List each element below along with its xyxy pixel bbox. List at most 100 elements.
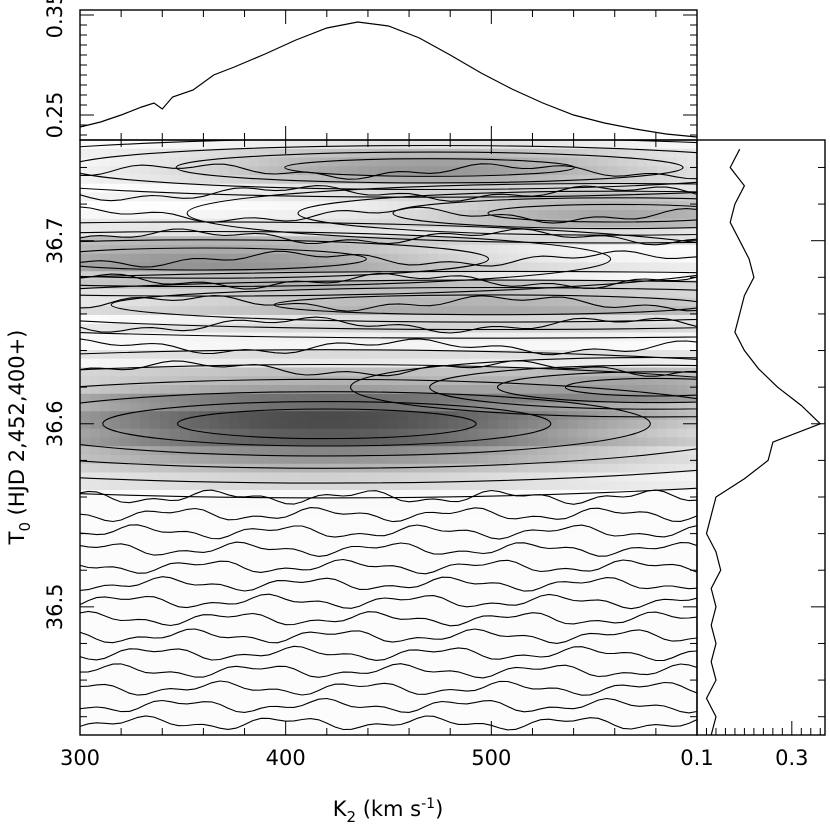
heatmap-cell — [557, 726, 569, 735]
heatmap-cell — [418, 148, 429, 159]
heatmap-cell — [80, 437, 91, 447]
heatmap-cell — [438, 490, 449, 500]
heatmap-cell — [647, 385, 658, 395]
heatmap-cell — [298, 166, 310, 176]
heatmap-cell — [199, 411, 210, 421]
heatmap-cell — [338, 726, 350, 735]
heatmap-cell — [159, 673, 171, 684]
heatmap-cell — [667, 350, 678, 360]
heatmap-cell — [468, 218, 479, 229]
heatmap-cell — [139, 323, 151, 334]
heatmap-cell — [139, 516, 151, 526]
heatmap-cell — [89, 472, 101, 482]
heatmap-cell — [80, 420, 91, 430]
heatmap-cell — [80, 577, 91, 587]
heatmap-cell — [259, 367, 270, 377]
heatmap-cell — [109, 183, 121, 194]
heatmap-cell — [418, 411, 429, 421]
heatmap-cell — [368, 717, 380, 727]
heatmap-cell — [468, 717, 479, 727]
heatmap-cell — [627, 140, 638, 150]
heatmap-cell — [497, 516, 509, 526]
heatmap-cell — [488, 428, 499, 439]
heatmap-cell — [448, 700, 459, 710]
heatmap-cell — [607, 227, 618, 237]
heatmap-cell — [507, 323, 519, 334]
heatmap-cell — [129, 175, 141, 185]
heatmap-cell — [159, 708, 171, 719]
heatmap-cell — [139, 638, 151, 649]
heatmap-cell — [497, 288, 509, 299]
heatmap-cell — [348, 175, 360, 185]
heatmap-cell — [298, 568, 310, 579]
heatmap-cell — [627, 210, 638, 220]
heatmap-cell — [189, 245, 201, 255]
heatmap-cell — [119, 323, 131, 334]
heatmap-cell — [139, 358, 151, 369]
heatmap-cell — [269, 551, 280, 561]
heatmap-cell — [259, 446, 270, 456]
heatmap-cell — [428, 140, 439, 150]
heatmap-cell — [537, 315, 549, 325]
heatmap-cell — [119, 682, 131, 692]
heatmap-cell — [378, 411, 390, 421]
heatmap-cell — [119, 568, 131, 579]
heatmap-cell — [687, 210, 697, 220]
heatmap-cell — [597, 568, 609, 579]
heatmap-cell — [99, 717, 111, 727]
heatmap-cell — [159, 367, 171, 377]
heatmap-cell — [677, 262, 688, 272]
heatmap-cell — [418, 665, 429, 675]
heatmap-cell — [109, 612, 121, 622]
heatmap-cell — [129, 253, 141, 264]
heatmap-cell — [657, 525, 668, 535]
heatmap-cell — [179, 621, 191, 631]
heatmap-cell — [617, 148, 628, 159]
heatmap-cell — [368, 253, 380, 264]
heatmap-cell — [119, 402, 131, 412]
heatmap-cell — [388, 595, 400, 605]
heatmap-cell — [677, 560, 688, 570]
heatmap-cell — [99, 691, 111, 701]
heatmap-cell — [687, 481, 697, 491]
heatmap-cell — [199, 271, 210, 281]
heatmap-cell — [308, 358, 320, 369]
heatmap-cell — [607, 315, 618, 325]
heatmap-cell — [418, 516, 429, 526]
heatmap-cell — [378, 717, 390, 727]
heatmap-cell — [488, 612, 499, 622]
heatmap-cell — [269, 682, 280, 692]
heatmap-cell — [159, 490, 171, 500]
heatmap-cell — [169, 271, 181, 281]
heatmap-cell — [99, 612, 111, 622]
heatmap-cell — [478, 568, 489, 579]
heatmap-cell — [338, 717, 350, 727]
heatmap-cell — [179, 367, 191, 377]
heatmap-cell — [348, 665, 360, 675]
heatmap-cell — [408, 665, 419, 675]
heatmap-cell — [259, 157, 270, 167]
heatmap-cell — [229, 245, 240, 255]
heatmap-cell — [398, 385, 409, 395]
heatmap-cell — [378, 446, 390, 456]
heatmap-cell — [637, 245, 648, 255]
heatmap-cell — [577, 393, 589, 404]
heatmap-cell — [577, 700, 589, 710]
heatmap-cell — [89, 192, 101, 202]
heatmap-cell — [239, 192, 250, 202]
heatmap-cell — [637, 647, 648, 657]
heatmap-cell — [129, 612, 141, 622]
heatmap-cell — [318, 577, 330, 587]
heatmap-cell — [388, 490, 400, 500]
heatmap-cell — [667, 472, 678, 482]
heatmap-cell — [80, 166, 91, 176]
heatmap-cell — [159, 568, 171, 579]
heatmap-cell — [358, 630, 370, 640]
heatmap-cell — [637, 516, 648, 526]
heatmap-cell — [348, 166, 360, 176]
heatmap-cell — [677, 166, 688, 176]
heatmap-cell — [627, 726, 638, 735]
heatmap-cell — [657, 183, 668, 194]
heatmap-cell — [269, 411, 280, 421]
heatmap-cell — [80, 350, 91, 360]
